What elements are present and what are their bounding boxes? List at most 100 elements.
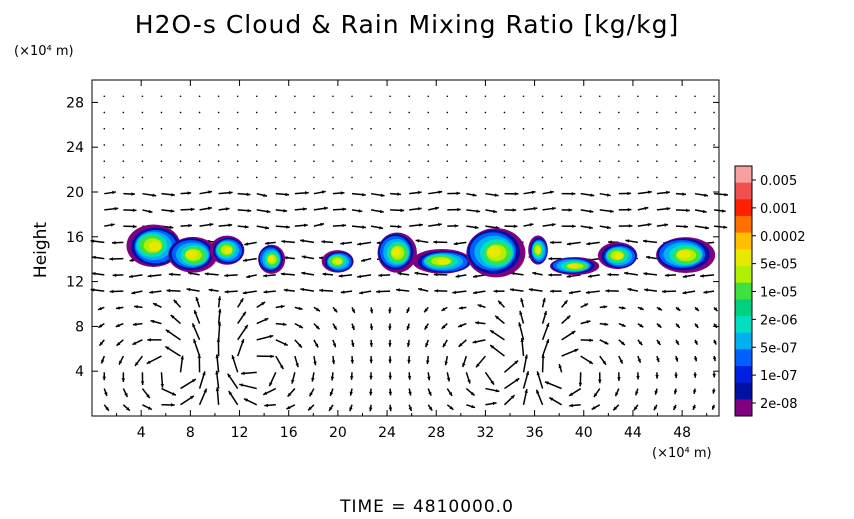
vector-head xyxy=(215,387,220,392)
colorbar-swatch xyxy=(735,332,752,350)
vector-head xyxy=(545,322,550,327)
vector-dot xyxy=(179,144,182,146)
vector-head xyxy=(217,296,222,301)
vector-head xyxy=(550,289,554,293)
vector-dot xyxy=(560,127,563,130)
vector-head xyxy=(165,329,170,334)
vector-dot xyxy=(103,111,106,114)
vector-head xyxy=(149,290,154,294)
vector-head xyxy=(545,339,550,344)
x-tick-label: 8 xyxy=(186,425,195,441)
colorbar-swatch xyxy=(735,282,752,300)
vector-dot xyxy=(541,160,544,162)
vector-dot xyxy=(389,127,391,130)
vector-head xyxy=(467,379,471,384)
vector-dot xyxy=(332,144,334,146)
vector-head xyxy=(380,193,385,197)
colorbar-swatch xyxy=(735,349,752,367)
vector-dot xyxy=(294,127,296,130)
vector-head xyxy=(351,308,355,313)
vector-dot xyxy=(656,176,658,179)
vector-dot xyxy=(618,111,620,114)
vector-head xyxy=(280,272,285,276)
vector-head xyxy=(349,391,353,396)
vector-head xyxy=(653,406,658,411)
vector-dot xyxy=(541,144,544,146)
vector-head xyxy=(655,375,659,379)
vector-head xyxy=(686,208,690,213)
vector-dot xyxy=(103,176,106,179)
vector-head xyxy=(424,308,428,313)
vector-head xyxy=(664,223,669,227)
vector-dot xyxy=(713,176,715,179)
vector-dot xyxy=(484,176,487,179)
vector-head xyxy=(694,323,699,328)
colorbar-swatch xyxy=(735,232,752,250)
vector-dot xyxy=(503,127,506,130)
vector-head xyxy=(397,272,402,276)
vector-head xyxy=(217,321,222,326)
vector-dot xyxy=(503,176,506,179)
vector-head xyxy=(97,306,102,311)
vector-head xyxy=(603,305,608,309)
vector-head xyxy=(609,209,614,213)
vector-head xyxy=(433,240,437,244)
vector-head xyxy=(152,193,157,197)
vector-dot xyxy=(274,144,277,146)
vector-dot xyxy=(236,111,239,114)
vector-dot xyxy=(179,111,182,114)
vector-head xyxy=(298,324,303,328)
vector-dot xyxy=(408,160,410,162)
colorbar-label: 2e-06 xyxy=(760,313,798,328)
vector-head xyxy=(315,307,320,312)
vector-head xyxy=(419,223,423,227)
y-tick-label: 20 xyxy=(66,185,84,201)
vector-head xyxy=(472,340,477,344)
vector-head xyxy=(315,325,320,330)
vector-head xyxy=(713,340,717,345)
vector-head xyxy=(115,323,120,327)
vector-head xyxy=(637,358,641,363)
vector-head xyxy=(109,289,114,294)
vector-head xyxy=(606,225,611,230)
vector-head xyxy=(263,273,267,278)
vector-head xyxy=(247,208,252,213)
vector-head xyxy=(379,225,384,230)
vector-dot xyxy=(160,95,163,98)
cloud-blob xyxy=(436,258,451,265)
vector-head xyxy=(270,354,274,359)
vector-head xyxy=(388,309,392,314)
vector-dot xyxy=(465,176,468,179)
vector-head xyxy=(388,343,392,347)
vector-head xyxy=(186,287,191,292)
vector-head xyxy=(379,209,384,214)
vector-head xyxy=(449,406,454,410)
vector-head xyxy=(438,190,443,194)
vector-head xyxy=(566,242,571,246)
vector-head xyxy=(588,360,593,364)
x-tick-label: 28 xyxy=(427,425,445,441)
vector-dot xyxy=(637,95,639,98)
cloud-blob xyxy=(224,247,233,254)
vector-head xyxy=(643,272,648,276)
vector-dot xyxy=(522,111,525,114)
vector-dot xyxy=(122,160,125,162)
vector-head xyxy=(617,377,621,381)
colorbar-swatch xyxy=(735,199,752,217)
vector-head xyxy=(682,274,687,279)
vector-dot xyxy=(560,160,563,162)
vector-dot xyxy=(579,144,582,146)
vector-dot xyxy=(274,127,277,130)
vector-head xyxy=(693,357,698,362)
x-tick-label: 32 xyxy=(476,425,494,441)
vector-head xyxy=(417,207,422,211)
vector-dot xyxy=(198,144,201,146)
vector-head xyxy=(109,257,114,261)
vector-head xyxy=(704,193,709,197)
vector-head xyxy=(666,190,670,195)
vector-dot xyxy=(179,160,182,162)
vector-head xyxy=(455,274,460,278)
vector-dot xyxy=(598,95,601,98)
vector-head xyxy=(452,290,457,295)
vector-head xyxy=(244,242,249,246)
